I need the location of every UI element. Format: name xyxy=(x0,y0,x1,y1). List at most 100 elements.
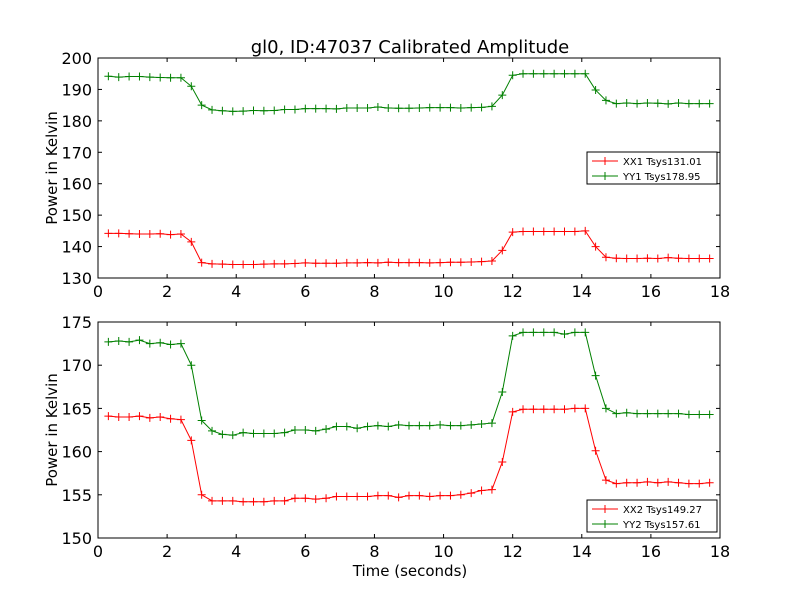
bottom-series-1-marker xyxy=(176,339,185,348)
top-series-0-marker xyxy=(643,254,652,263)
bottom-series-1-marker xyxy=(270,429,279,438)
top-y-tick-label: 150 xyxy=(61,206,92,225)
top-y-axis-label: Power in Kelvin xyxy=(43,111,61,225)
top-series-0-marker xyxy=(249,260,258,269)
bottom-series-0-marker xyxy=(197,490,206,499)
bottom-series-1-marker xyxy=(477,419,486,428)
bottom-series-0-marker xyxy=(425,492,434,501)
bottom-series-1-marker xyxy=(601,404,610,413)
bottom-series-1-marker xyxy=(622,408,631,417)
top-y-tick-label: 170 xyxy=(61,143,92,162)
top-series-0-marker xyxy=(519,227,528,236)
top-series-1-marker xyxy=(290,105,299,114)
bottom-series-1-marker xyxy=(456,421,465,430)
top-series-0-marker xyxy=(684,254,693,263)
top-series-0-marker xyxy=(373,258,382,267)
bottom-series-0-marker xyxy=(560,405,569,414)
bottom-series-0-marker xyxy=(415,491,424,500)
bottom-series-0-marker xyxy=(446,491,455,500)
top-series-0-marker xyxy=(498,246,507,255)
bottom-series-0-marker xyxy=(487,485,496,494)
top-series-1-marker xyxy=(560,69,569,78)
top-series-0-marker xyxy=(135,230,144,238)
bottom-series-0-marker xyxy=(467,489,476,498)
top-series-0-marker xyxy=(570,227,579,236)
bottom-series-1-marker xyxy=(612,409,621,418)
top-x-tick-label: 6 xyxy=(300,282,310,301)
top-series-0-marker xyxy=(612,254,621,263)
bottom-series-1-marker xyxy=(301,426,310,434)
top-legend: XX1 Tsys131.01 YY1 Tsys178.95 xyxy=(586,151,718,185)
bottom-x-tick-label: 12 xyxy=(502,542,522,561)
bottom-series-1-marker xyxy=(208,426,217,435)
top-legend-label-1: YY1 Tsys178.95 xyxy=(622,172,701,183)
bottom-series-1-marker xyxy=(674,409,683,418)
top-series-0-marker xyxy=(156,229,165,238)
bottom-series-1-marker xyxy=(145,339,154,348)
bottom-x-tick-label: 0 xyxy=(93,542,103,561)
top-series-1-marker xyxy=(446,103,455,112)
top-x-tick-label: 8 xyxy=(369,282,379,301)
top-series-0-marker xyxy=(508,228,517,237)
top-series-0-marker xyxy=(581,226,590,235)
bottom-series-0-marker xyxy=(166,414,175,423)
top-plot-series xyxy=(104,69,714,269)
top-series-1-marker xyxy=(581,69,590,78)
bottom-series-0-marker xyxy=(114,413,123,422)
top-series-1-marker xyxy=(301,104,310,113)
bottom-series-0-marker xyxy=(394,493,403,502)
bottom-series-0-marker xyxy=(259,497,268,506)
top-series-0-marker xyxy=(342,258,351,267)
top-series-0-marker xyxy=(187,237,196,246)
bottom-series-0-marker xyxy=(311,495,320,504)
top-series-1-marker xyxy=(270,106,279,115)
top-series-1-marker xyxy=(280,105,289,114)
bottom-series-1-marker xyxy=(519,328,528,337)
top-legend-label-0: XX1 Tsys131.01 xyxy=(623,157,702,168)
bottom-series-1-marker xyxy=(353,424,362,433)
bottom-x-tick-label: 14 xyxy=(572,542,592,561)
top-series-0-marker xyxy=(104,229,113,238)
top-series-0-marker xyxy=(322,259,331,268)
top-y-tick-label: 140 xyxy=(61,238,92,257)
top-series-1-marker xyxy=(456,103,465,112)
top-x-tick-label: 16 xyxy=(641,282,661,301)
top-series-0-marker xyxy=(125,229,134,238)
bottom-subplot: 0 2 4 6 8 10 12 14 16 18 150 155 160 165 170 175 Power … xyxy=(43,313,730,580)
top-series-0-marker xyxy=(384,258,393,267)
top-series-1-marker xyxy=(477,103,486,112)
top-series-1-marker xyxy=(425,103,434,112)
bottom-series-1-marker xyxy=(135,336,144,345)
top-series-1-marker xyxy=(353,103,362,112)
top-series-1-marker xyxy=(197,101,206,110)
bottom-series-1-marker xyxy=(581,328,590,337)
top-series-1-marker xyxy=(519,69,528,78)
top-series-1-marker xyxy=(239,107,248,116)
bottom-series-1-marker xyxy=(239,428,248,437)
bottom-legend-marker-0 xyxy=(601,505,609,513)
top-legend-marker-0 xyxy=(601,157,609,165)
bottom-series-1-marker xyxy=(249,429,258,438)
chart-title: gl0, ID:47037 Calibrated Amplitude xyxy=(251,37,570,58)
bottom-legend-box xyxy=(586,499,718,533)
bottom-series-0-marker xyxy=(477,486,486,495)
bottom-series-0-marker xyxy=(125,413,134,422)
bottom-y-tick-label: 150 xyxy=(61,529,92,548)
top-series-1-marker xyxy=(550,69,559,78)
bottom-series-1-marker xyxy=(394,420,403,429)
bottom-series-0-marker xyxy=(280,496,289,505)
bottom-series-0-marker xyxy=(145,413,154,422)
bottom-y-tick-label: 170 xyxy=(61,356,92,375)
bottom-legend-marker-1 xyxy=(601,520,609,528)
top-series-0-marker xyxy=(653,254,662,263)
bottom-series-0-marker xyxy=(353,492,362,501)
bottom-series-1-marker xyxy=(643,409,652,418)
top-series-0-marker xyxy=(301,258,310,267)
bottom-series-1-marker xyxy=(415,421,424,430)
top-y-tick-label: 130 xyxy=(61,269,92,288)
bottom-series-0-marker xyxy=(612,479,621,488)
bottom-series-0-marker xyxy=(135,412,144,421)
bottom-x-tick-label: 18 xyxy=(710,542,730,561)
bottom-series-0-marker xyxy=(239,497,248,506)
